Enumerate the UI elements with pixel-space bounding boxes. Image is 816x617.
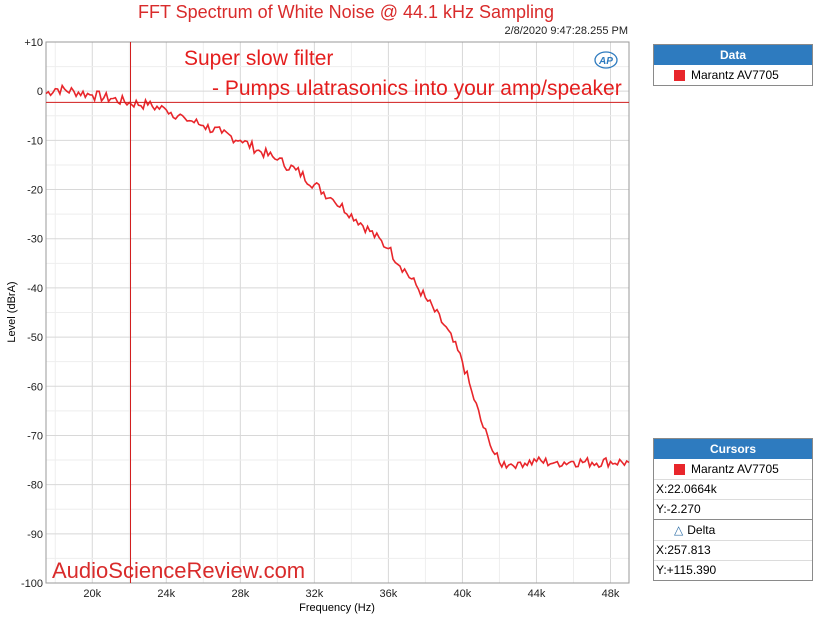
y-tick-label: -70	[27, 430, 43, 442]
delta-icon: △	[674, 523, 684, 537]
cursor-x-readout: X:22.0664k	[654, 479, 812, 499]
delta-row[interactable]: △ Delta	[654, 519, 812, 540]
y-tick-label: -10	[27, 135, 43, 147]
y-tick-label: -20	[27, 185, 43, 197]
chart-title: FFT Spectrum of White Noise @ 44.1 kHz S…	[137, 2, 555, 22]
legend-label: Marantz AV7705	[691, 68, 779, 82]
data-panel-header: Data	[654, 45, 812, 65]
y-tick-label: -40	[27, 283, 43, 295]
x-axis-label: Frequency (Hz)	[299, 602, 375, 614]
x-tick-label: 40k	[454, 588, 472, 600]
legend-item-marantz[interactable]: Marantz AV7705	[654, 65, 812, 85]
series-line-marantz	[45, 83, 630, 470]
y-tick-label: -50	[27, 332, 43, 344]
cursor-y-readout: Y:-2.270	[654, 499, 812, 519]
y-tick-label: +10	[24, 37, 43, 49]
x-tick-label: 20k	[83, 588, 101, 600]
tick-labels: 20k 24k 28k 32k 36k 40k 44k 48k +10 0 -10 -20 -30 -40…	[21, 37, 620, 600]
delta-label: Delta	[687, 523, 716, 537]
timestamp: 2/8/2020 9:47:28.255 PM	[504, 25, 628, 37]
ap-logo: AP	[594, 51, 618, 69]
annotation-line-1: Super slow filter	[184, 47, 334, 70]
x-tick-label: 44k	[528, 588, 546, 600]
x-tick-label: 24k	[157, 588, 175, 600]
data-panel: Data Marantz AV7705	[653, 44, 813, 86]
y-axis-label: Level (dBrA)	[6, 281, 18, 342]
delta-y-readout: Y:+115.390	[654, 560, 812, 580]
cursors-panel: Cursors Marantz AV7705 X:22.0664k Y:-2.2…	[653, 438, 813, 581]
x-tick-label: 32k	[305, 588, 323, 600]
y-tick-label: -80	[27, 480, 43, 492]
y-tick-label: -90	[27, 529, 43, 541]
x-tick-label: 36k	[380, 588, 398, 600]
watermark: AudioScienceReview.com	[52, 558, 306, 583]
y-tick-label: -100	[21, 578, 43, 590]
cursor-trace-swatch	[674, 463, 685, 475]
delta-x-readout: X:257.813	[654, 540, 812, 560]
cursor-trace-row[interactable]: Marantz AV7705	[654, 459, 812, 479]
cursors-panel-header: Cursors	[654, 439, 812, 459]
plot-frame	[45, 41, 630, 584]
svg-text:AP: AP	[598, 56, 613, 67]
x-tick-label: 28k	[231, 588, 249, 600]
y-tick-label: -30	[27, 234, 43, 246]
grid	[46, 42, 629, 583]
annotation-line-2: - Pumps ulatrasonics into your amp/speak…	[212, 77, 622, 100]
cursor-trace-label: Marantz AV7705	[691, 462, 779, 476]
legend-swatch	[674, 69, 685, 81]
y-tick-label: -60	[27, 381, 43, 393]
y-tick-label: 0	[37, 86, 43, 98]
x-tick-label: 48k	[602, 588, 620, 600]
